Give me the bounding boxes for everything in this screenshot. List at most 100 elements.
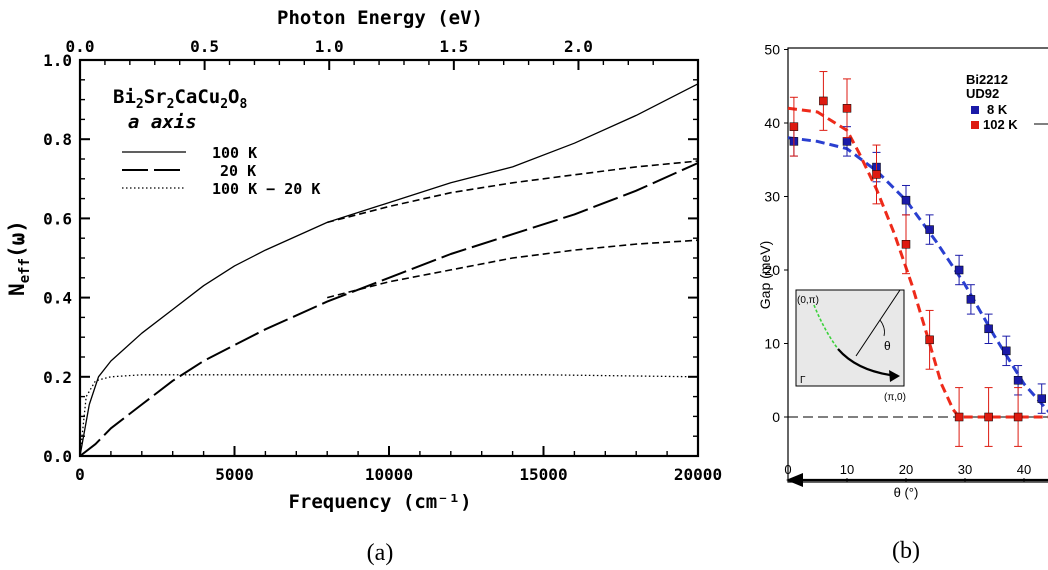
data-point <box>925 225 934 234</box>
fit-curve-0 <box>787 136 1048 414</box>
series-line-dotted <box>79 374 699 457</box>
panel-b-series <box>789 71 1046 447</box>
y-tick-label: 0.2 <box>43 368 72 387</box>
x-tick-label: 20000 <box>674 465 722 484</box>
angle-line <box>855 289 901 357</box>
y-axis-label: Neff(ω) <box>5 220 33 296</box>
top-tick-label: 1.0 <box>315 37 344 56</box>
data-point <box>966 295 976 304</box>
panel-a: 0 5000 10000 15000 200000.00.20.40.60.81.00.… <box>5 7 722 513</box>
formula-sub: 2 <box>136 97 144 112</box>
axis-annotation: a axis <box>128 111 197 133</box>
panel-a-caption: (a) <box>367 540 394 566</box>
y-tick-label: 0.0 <box>43 447 72 466</box>
panel-b-legend: Bi2212 UD92 8 K 102 K <box>966 72 1048 132</box>
legend-doping: UD92 <box>966 86 999 101</box>
panel-a-legend: 100 K 20 K 100 K − 20 K <box>122 144 320 198</box>
series-line-long-dash <box>79 162 699 457</box>
y-axis-label-sub: eff <box>17 258 33 283</box>
gap-tick-label: 40 <box>764 115 780 131</box>
top-tick-label: 0.0 <box>66 37 95 56</box>
legend-label-diff: 100 K − 20 K <box>212 180 320 198</box>
top-axis-label: Photon Energy (eV) <box>277 7 483 29</box>
arrow-head <box>889 370 900 382</box>
gap-axis-label: Gap (meV) <box>757 241 773 309</box>
data-point <box>1013 376 1023 385</box>
formula-sub: 2 <box>220 97 228 112</box>
data-point <box>1002 346 1011 356</box>
theta-tick-label: 30 <box>958 462 972 477</box>
y-tick-label: 1.0 <box>43 51 72 70</box>
x-axis-label: Frequency (cm⁻¹) <box>288 491 471 513</box>
formula-sub: 8 <box>239 97 247 112</box>
x-tick-label: 10000 <box>365 465 413 484</box>
series-line-extrapolation-3 <box>327 239 699 299</box>
formula-part: CaCu <box>174 86 220 108</box>
top-tick-label: 1.5 <box>439 37 468 56</box>
data-point <box>842 137 852 146</box>
inset-label-theta: θ <box>884 339 891 353</box>
gap-tick-label: 30 <box>764 189 780 205</box>
data-point <box>1037 394 1046 403</box>
data-point <box>984 324 993 334</box>
legend-label-100k: 100 K <box>212 144 257 162</box>
panel-b-frame <box>787 47 1048 483</box>
legend-label-8k: 8 K <box>987 102 1008 117</box>
gap-tick-label: 10 <box>764 336 780 352</box>
gap-tick-label: 50 <box>764 42 780 58</box>
inset-label-pi0: (π,0) <box>884 392 906 403</box>
formula-part: Sr <box>144 86 167 108</box>
top-tick-label: 2.0 <box>564 37 593 56</box>
inset-brillouin-zone: (0,π) θ Γ (π,0) <box>795 289 906 403</box>
top-tick-label: 0.5 <box>190 37 219 56</box>
fit-curve-1 <box>787 106 1048 419</box>
data-point <box>842 104 852 113</box>
legend-sample: Bi2212 <box>966 72 1008 87</box>
gap-tick-label: 0 <box>772 409 780 425</box>
y-tick-label: 0.8 <box>43 130 72 149</box>
y-tick-label: 0.6 <box>43 209 72 228</box>
data-point <box>1013 412 1023 422</box>
series-102k <box>789 71 1023 447</box>
panel-b-ticks: 0 10 20 30 40 50 0 10 20 30 40 <box>764 42 1031 482</box>
data-point <box>954 412 964 422</box>
theta-tick-label: 20 <box>899 462 913 477</box>
theta-axis-label: θ (°) <box>894 485 919 500</box>
formula-part: O <box>228 86 239 108</box>
data-point <box>954 265 964 275</box>
theta-tick-label: 0 <box>784 462 791 477</box>
inset-label-0pi: (0,π) <box>797 295 819 306</box>
legend-label-102k: 102 K <box>983 117 1018 132</box>
direction-arrow-head <box>786 473 803 487</box>
panel-a-ticks: 0 5000 10000 15000 200000.00.20.40.60.81.00.… <box>43 37 722 484</box>
gap-tick-label: 20 <box>764 262 780 278</box>
inset-label-gamma: Γ <box>800 375 806 386</box>
y-axis-label-tail: (ω) <box>5 220 29 258</box>
angle-arc <box>879 319 885 337</box>
x-tick-label: 15000 <box>519 465 567 484</box>
legend-marker-102k <box>971 121 979 129</box>
legend-label-20k: 20 K <box>220 162 256 180</box>
data-point <box>901 240 911 249</box>
panel-b-fits <box>787 106 1048 419</box>
data-point <box>984 412 993 422</box>
data-point <box>925 335 934 345</box>
y-tick-label: 0.4 <box>43 289 72 308</box>
data-point <box>901 195 911 205</box>
panel-b-caption: (b) <box>892 538 920 564</box>
theta-tick-label: 10 <box>840 462 854 477</box>
x-tick-label: 5000 <box>215 465 254 484</box>
formula-sub: 2 <box>167 97 175 112</box>
series-line-solid <box>79 83 699 457</box>
panel-b: 0 10 20 30 40 50 0 10 20 30 40 Gap (meV) θ (°) Bi2… <box>757 42 1048 500</box>
sample-formula: Bi2Sr2CaCu2O8 <box>113 86 247 112</box>
theta-tick-label: 40 <box>1017 462 1031 477</box>
panel-a-series <box>79 83 699 457</box>
formula-part: Bi <box>113 86 136 108</box>
series-line-extrapolation-4 <box>327 160 699 224</box>
data-point <box>789 122 799 131</box>
data-point <box>872 170 881 179</box>
data-point <box>819 96 828 106</box>
fermi-surface-segment <box>813 304 839 350</box>
